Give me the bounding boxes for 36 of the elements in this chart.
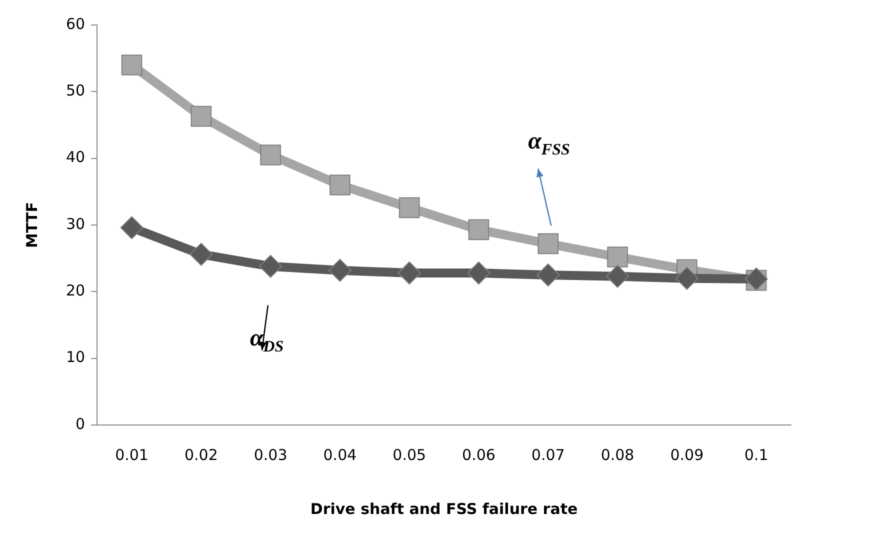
y-tick-label: 20	[66, 282, 86, 300]
point	[259, 254, 282, 278]
x-axis-title: Drive shaft and FSS failure rate	[310, 500, 578, 518]
x-tick-label: 0.01	[115, 446, 148, 464]
point	[260, 144, 281, 166]
point	[607, 246, 628, 268]
y-tick-label: 0	[76, 414, 86, 433]
point	[328, 258, 352, 282]
point	[120, 216, 144, 240]
point	[121, 54, 142, 76]
y-axis-title: MTTF	[22, 202, 41, 248]
y-tick-label: 60	[66, 14, 86, 33]
y-tick-label: 50	[66, 82, 86, 100]
point	[468, 219, 490, 240]
x-tick-label: 0.02	[184, 446, 218, 464]
y-tick-label: 10	[66, 348, 86, 366]
y-tick-label: 30	[66, 214, 86, 233]
point	[538, 233, 559, 254]
point	[398, 262, 421, 284]
x-tick-label: 0.09	[670, 446, 704, 464]
y-tick-label: 40	[66, 148, 86, 166]
x-tick-label: 0.04	[323, 446, 357, 464]
point	[606, 264, 630, 288]
x-tick-label: 0.05	[392, 446, 426, 464]
x-tick-label: 0.06	[462, 446, 496, 464]
x-tick-label: 0.07	[531, 446, 565, 464]
point	[330, 174, 350, 196]
point	[190, 242, 213, 266]
point	[190, 106, 212, 127]
point	[536, 264, 560, 286]
x-tick-label: 0.03	[254, 446, 288, 464]
point	[398, 197, 420, 218]
point	[675, 266, 698, 290]
x-tick-label: 0.08	[600, 446, 634, 464]
x-tick-label: 0.1	[744, 446, 768, 464]
point	[467, 262, 490, 284]
